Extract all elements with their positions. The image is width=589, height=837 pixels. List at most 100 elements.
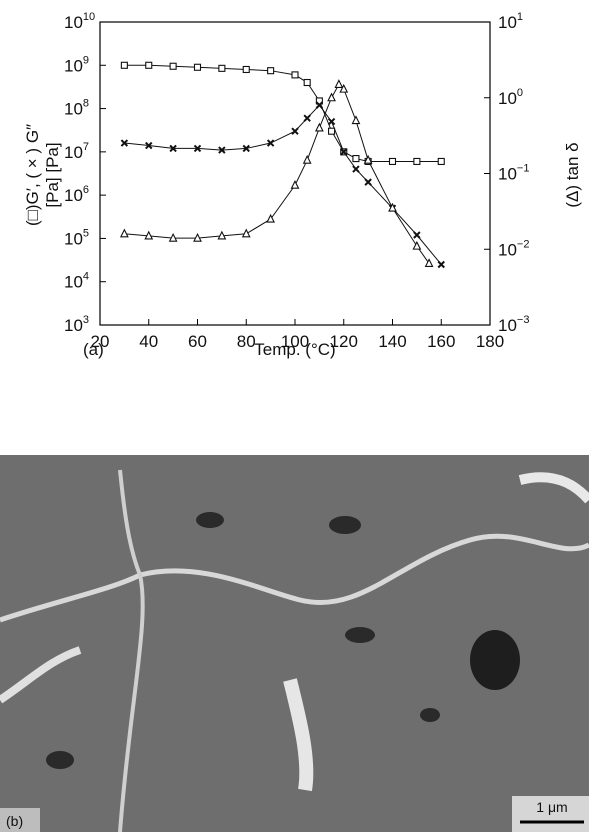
y2-tick-label: 10−2 bbox=[498, 238, 529, 259]
tick-base: 10 bbox=[64, 273, 83, 292]
tick-base: 10 bbox=[64, 100, 83, 119]
marker-square bbox=[437, 157, 445, 166]
y-axis-label: (□)G′, ( × ) G″ bbox=[23, 124, 42, 226]
tick-base: 10 bbox=[64, 186, 83, 205]
panel-label: (a) bbox=[83, 340, 104, 359]
marker-triangle bbox=[266, 213, 276, 223]
y-tick-label: 1010 bbox=[64, 11, 95, 32]
marker-x bbox=[327, 117, 336, 126]
micrograph-pore bbox=[420, 708, 440, 722]
marker-square bbox=[193, 63, 202, 71]
marker-triangle bbox=[193, 232, 202, 242]
tick-exponent: −1 bbox=[517, 163, 530, 175]
x-tick-label: 80 bbox=[237, 332, 256, 351]
tick-exponent: 4 bbox=[83, 271, 89, 283]
micrograph-boundary bbox=[118, 469, 145, 833]
micrograph: (b) 1 μm bbox=[0, 455, 589, 833]
marker-x bbox=[242, 144, 250, 153]
x-tick-label: 180 bbox=[476, 332, 504, 351]
y-tick-label: 108 bbox=[64, 98, 89, 119]
tick-base: 10 bbox=[498, 240, 517, 259]
marker-square bbox=[328, 127, 336, 135]
x-tick-label: 100 bbox=[281, 332, 309, 351]
micrograph-pore bbox=[46, 751, 74, 769]
marker-square bbox=[352, 155, 360, 163]
y-tick-label: 107 bbox=[64, 141, 89, 162]
x-tick-label: 120 bbox=[330, 332, 358, 351]
tick-exponent: 9 bbox=[83, 54, 89, 66]
marker-square bbox=[169, 62, 177, 70]
y-tick-label: 106 bbox=[64, 184, 89, 205]
marker-triangle bbox=[339, 83, 349, 93]
micrograph-pore bbox=[196, 512, 224, 528]
tick-exponent: 1 bbox=[517, 11, 523, 23]
marker-triangle bbox=[119, 228, 129, 238]
marker-triangle bbox=[241, 228, 251, 238]
marker-triangle bbox=[314, 122, 324, 132]
marker-square bbox=[303, 78, 311, 87]
marker-square bbox=[291, 71, 299, 79]
x-tick-label: 60 bbox=[188, 332, 207, 351]
x-tick-label: 140 bbox=[378, 332, 406, 351]
tick-base: 10 bbox=[64, 316, 83, 335]
micrograph-boundary bbox=[518, 472, 589, 504]
tick-base: 10 bbox=[498, 13, 517, 32]
marker-x bbox=[437, 260, 445, 269]
marker-triangle bbox=[168, 232, 178, 242]
tick-exponent: 5 bbox=[83, 227, 89, 239]
tick-exponent: 6 bbox=[83, 184, 89, 196]
plot-frame bbox=[99, 21, 491, 326]
micrograph-inclusion bbox=[0, 646, 82, 704]
micrograph-pore bbox=[470, 630, 520, 690]
label-box bbox=[0, 808, 40, 832]
y-tick-label: 103 bbox=[64, 314, 89, 335]
x-tick-label: 40 bbox=[139, 332, 158, 351]
tick-exponent: 10 bbox=[83, 11, 95, 23]
micrograph-pore bbox=[329, 516, 361, 534]
marker-triangle bbox=[412, 240, 422, 250]
tick-base: 10 bbox=[498, 316, 517, 335]
marker-triangle bbox=[327, 92, 336, 102]
marker-x bbox=[364, 178, 372, 186]
tick-base: 10 bbox=[498, 165, 517, 184]
y2-tick-label: 10−1 bbox=[498, 163, 529, 184]
marker-triangle bbox=[363, 154, 373, 164]
scale-bar-label: 1 μm bbox=[536, 799, 567, 815]
marker-x bbox=[218, 146, 226, 154]
y2-tick-label: 101 bbox=[498, 11, 523, 32]
marker-x bbox=[120, 139, 129, 147]
marker-triangle bbox=[424, 258, 434, 267]
tick-base: 10 bbox=[64, 56, 83, 75]
marker-x bbox=[303, 114, 311, 122]
scale-box bbox=[512, 796, 589, 832]
tick-exponent: 7 bbox=[83, 141, 89, 153]
y2-axis-label: (Δ) tan δ bbox=[563, 142, 582, 207]
tick-base: 10 bbox=[498, 89, 517, 108]
marker-triangle bbox=[290, 180, 300, 189]
micrograph-inclusion bbox=[283, 678, 314, 792]
marker-triangle bbox=[334, 79, 344, 88]
marker-x bbox=[413, 231, 421, 239]
tick-exponent: 0 bbox=[517, 87, 523, 99]
marker-x bbox=[193, 144, 202, 153]
x-tick-label: 160 bbox=[427, 332, 455, 351]
y-tick-label: 104 bbox=[64, 271, 89, 292]
marker-square bbox=[388, 157, 397, 166]
micrograph-boundary bbox=[0, 533, 589, 623]
marker-square bbox=[267, 67, 275, 75]
marker-square bbox=[413, 157, 421, 166]
y-tick-label: 105 bbox=[64, 227, 89, 248]
marker-x bbox=[266, 139, 275, 147]
marker-triangle bbox=[217, 230, 227, 240]
marker-x bbox=[315, 101, 324, 109]
marker-square bbox=[218, 64, 226, 72]
y-tick-label: 109 bbox=[64, 54, 89, 75]
marker-x bbox=[352, 165, 360, 173]
x-tick-label: 20 bbox=[91, 332, 110, 351]
tick-base: 10 bbox=[64, 13, 83, 32]
marker-triangle bbox=[302, 154, 312, 164]
tick-exponent: −3 bbox=[517, 314, 530, 326]
tick-base: 10 bbox=[64, 143, 83, 162]
